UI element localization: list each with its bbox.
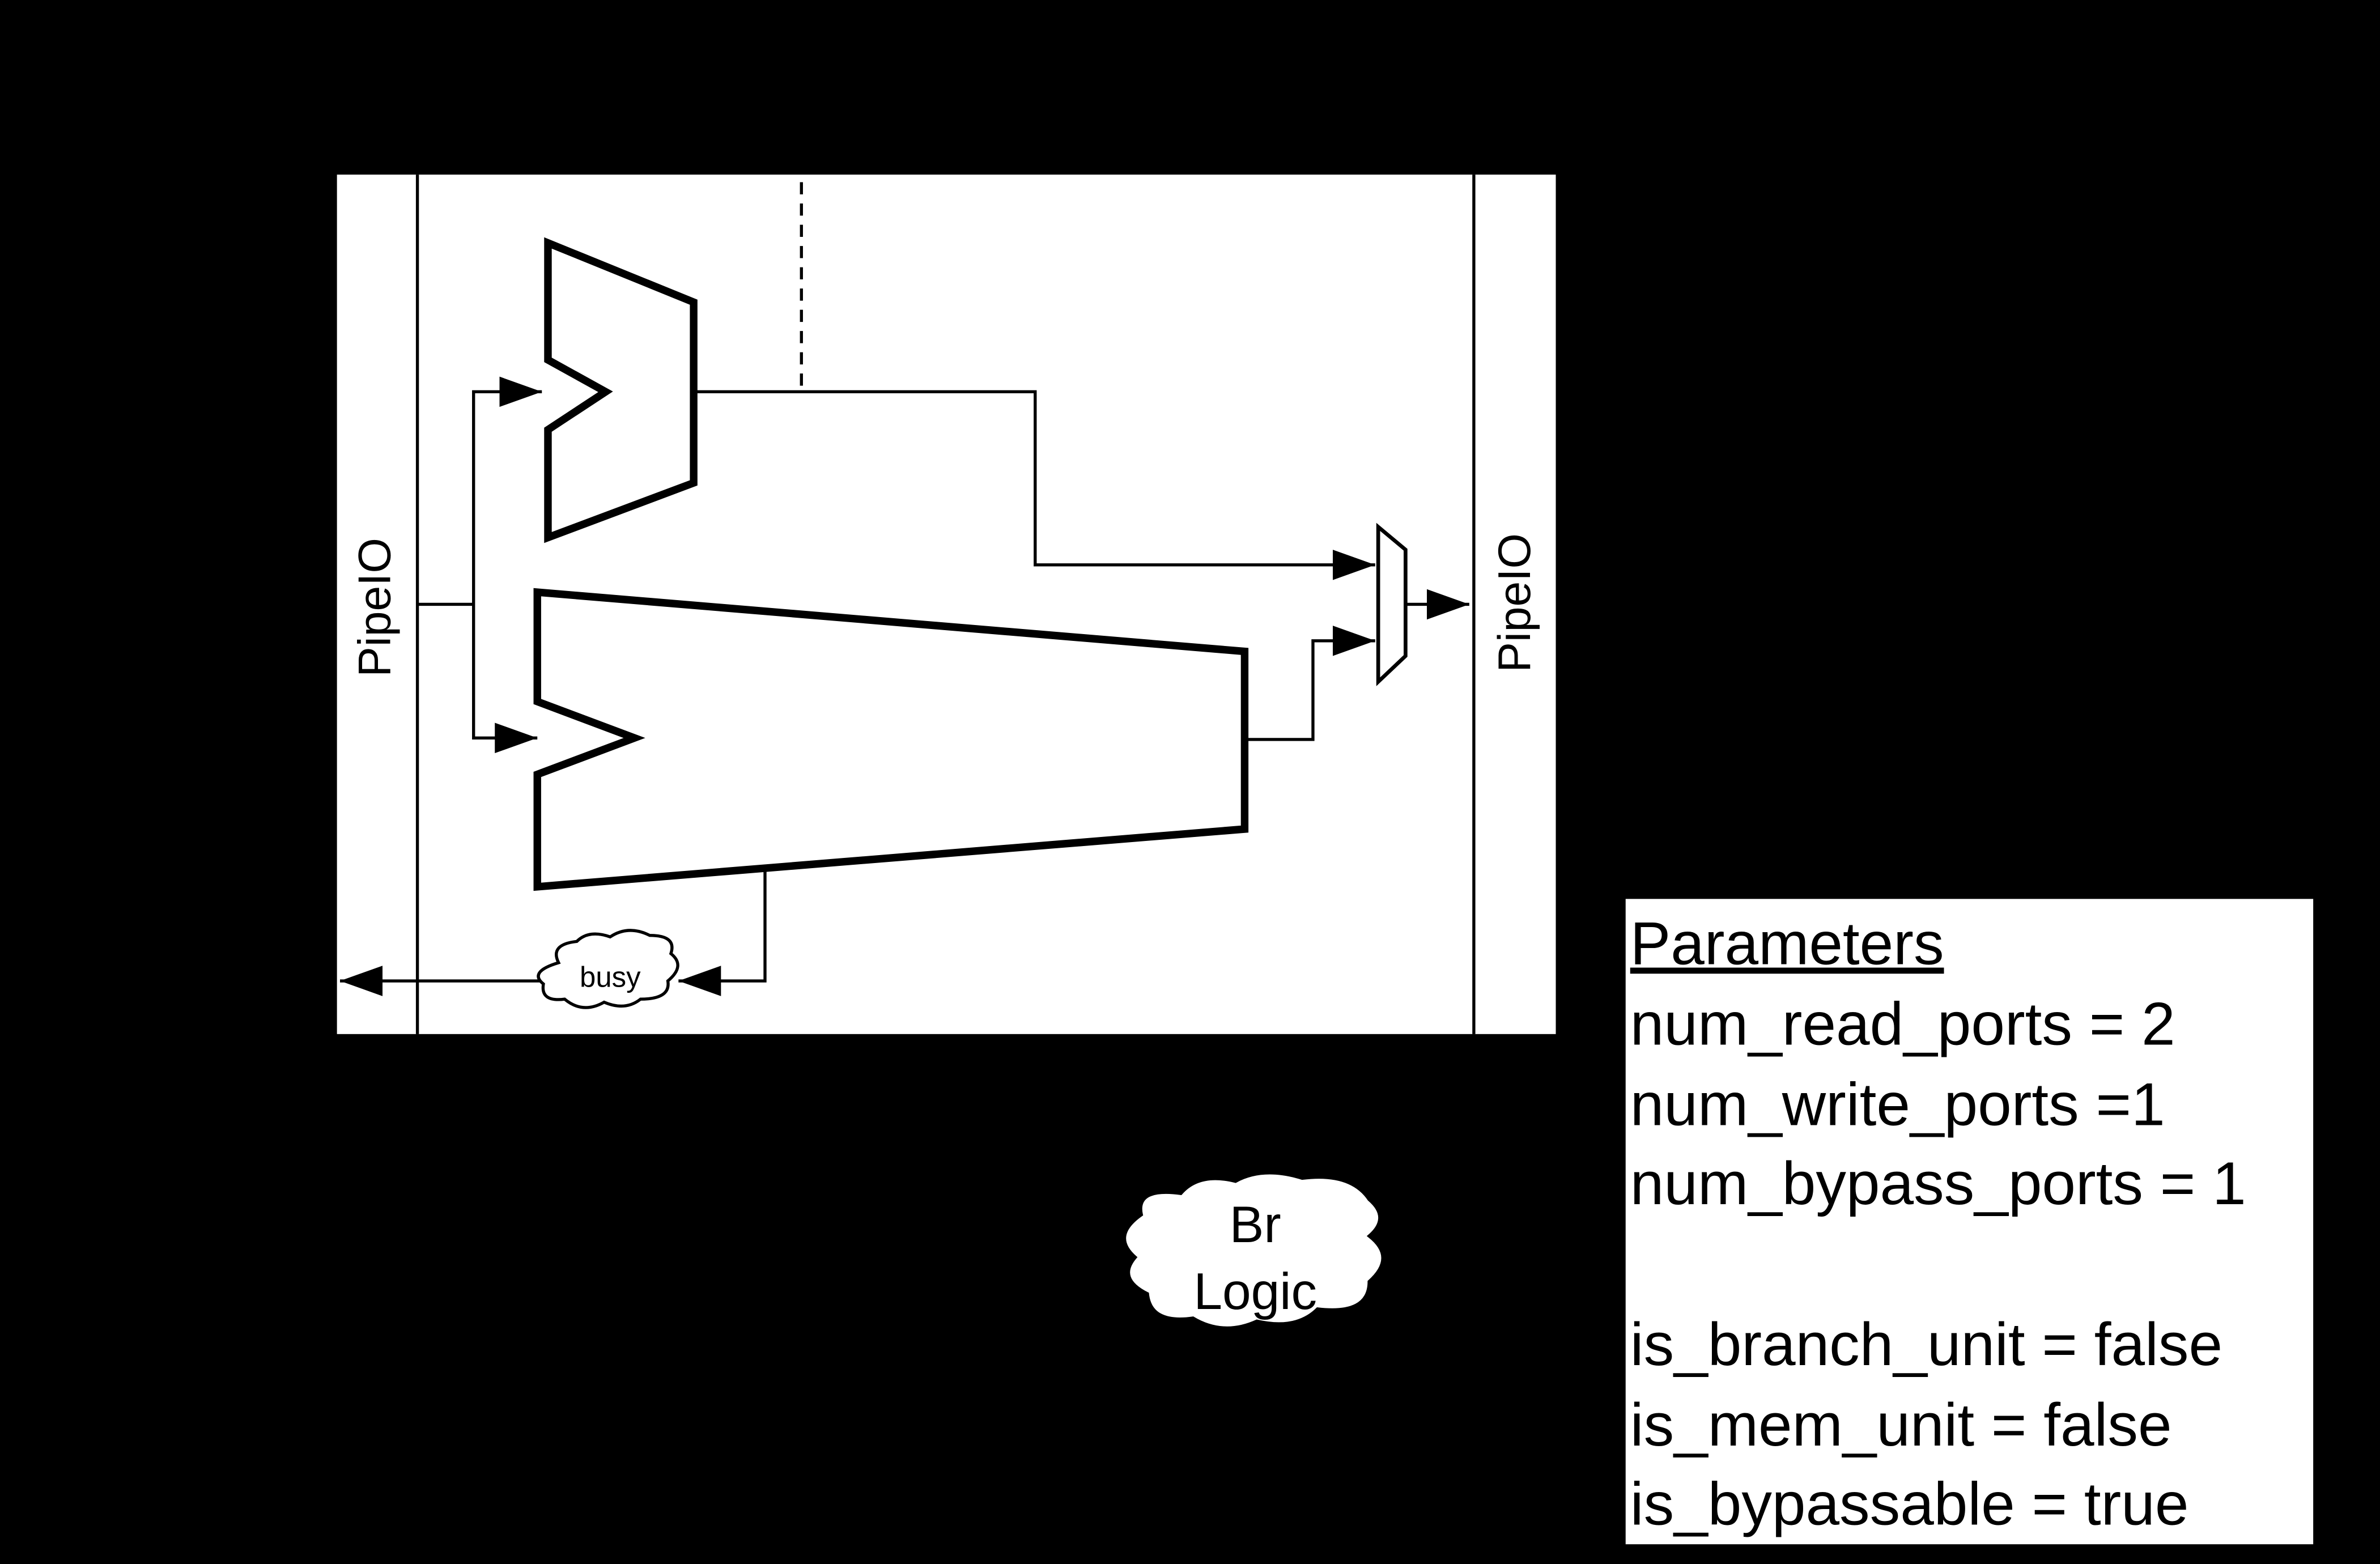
pipeio-label: PipeIO [349,538,400,677]
parameter-line: num_read_ports = 2 [1630,990,2175,1058]
parameter-line: is_bypassable = true [1630,1469,2189,1537]
busy-cloud [537,929,679,1009]
wires [340,182,1469,996]
mux [1376,522,1408,686]
br-logic-label: Logic [1193,1263,1317,1320]
parameters-title: Parameters [1630,910,1944,978]
parameter-line: num_bypass_ports = 1 [1630,1149,2246,1217]
parameter-line: num_write_ports =1 [1630,1070,2165,1138]
alu-shape [544,237,698,543]
parameter-line: is_branch_unit = false [1630,1310,2222,1378]
parameter-line: is_mem_unit = false [1630,1391,2172,1459]
parameters-box [1625,899,2314,1545]
stage-box [337,175,1556,1034]
br-logic-cloud [1123,1171,1384,1330]
br-logic-label: Br [1230,1196,1281,1253]
unit-shape [533,588,1249,891]
busy-label: busy [580,961,641,993]
pipeio-label: PipeIO [1489,533,1540,673]
